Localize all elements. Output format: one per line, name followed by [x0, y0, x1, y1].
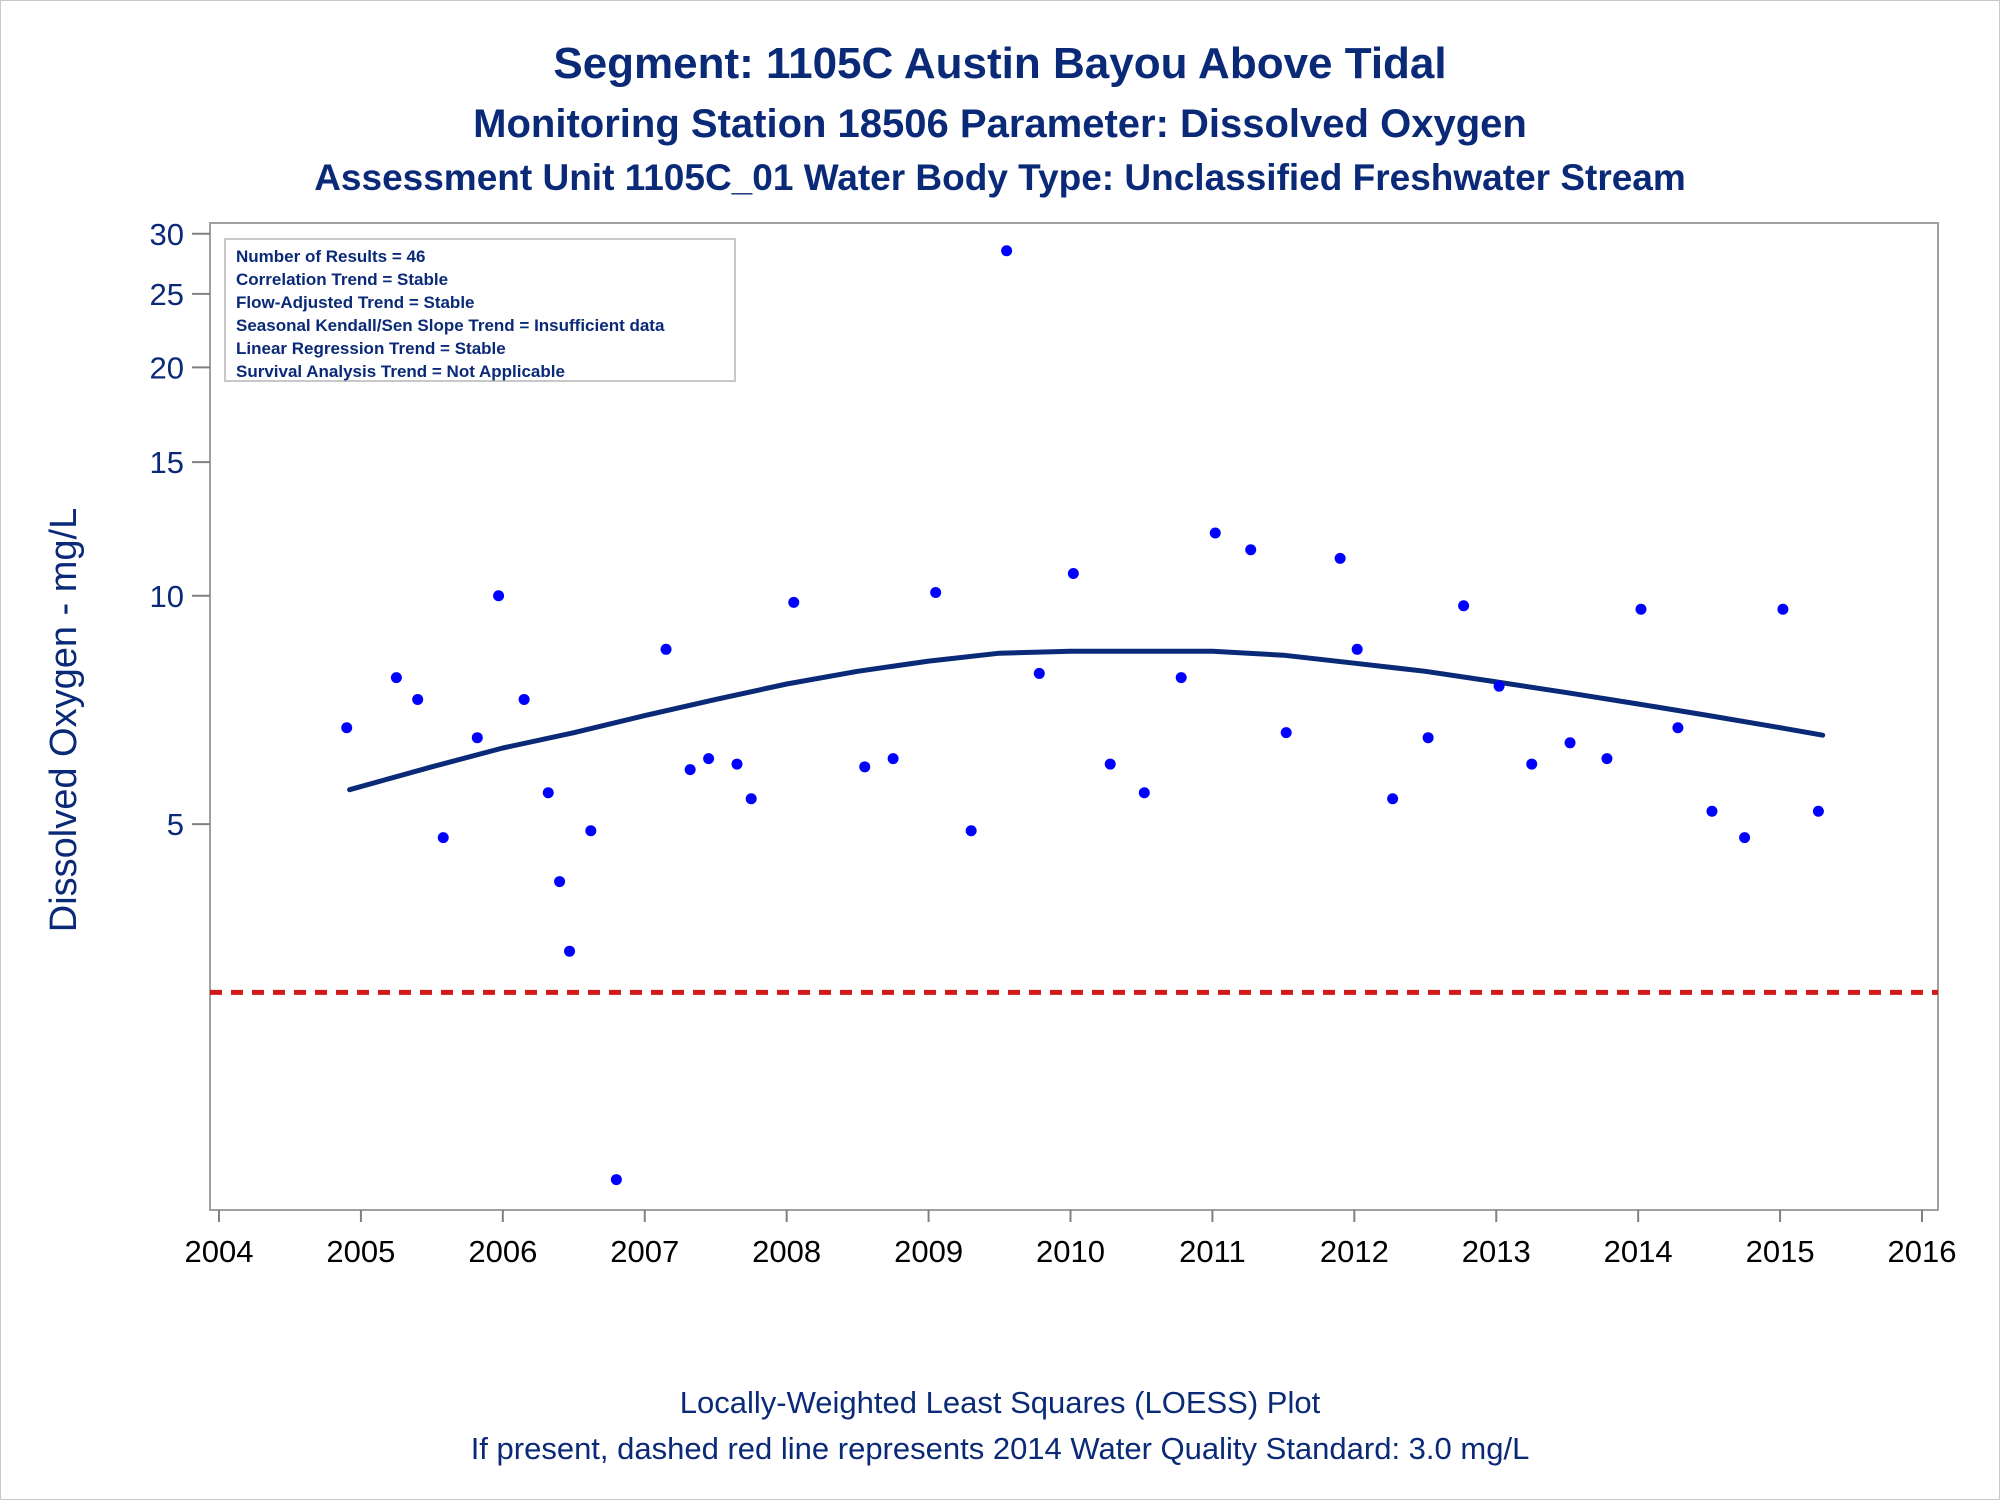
data-point: [1458, 600, 1470, 612]
data-point: [542, 787, 554, 799]
data-point: [554, 876, 566, 888]
data-point: [1812, 805, 1824, 817]
data-point: [1635, 603, 1647, 615]
data-point: [1564, 737, 1576, 749]
data-point: [965, 825, 977, 837]
x-tick-label: 2011: [1179, 1234, 1246, 1269]
chart-subtitle: Monitoring Station 18506 Parameter: Diss…: [473, 102, 1527, 146]
data-point: [1175, 672, 1187, 684]
x-tick-label: 2004: [185, 1234, 254, 1269]
data-point: [1739, 832, 1751, 844]
x-tick-label: 2009: [894, 1234, 963, 1269]
data-point: [1334, 552, 1346, 564]
data-point: [684, 764, 696, 776]
data-point: [731, 758, 743, 770]
stats-line: Survival Analysis Trend = Not Applicable: [236, 362, 565, 381]
plot-border: [209, 222, 1939, 1211]
data-point: [887, 753, 899, 765]
chart-subtitle-2: Assessment Unit 1105C_01 Water Body Type…: [314, 157, 1686, 198]
footnote-2: If present, dashed red line represents 2…: [471, 1431, 1530, 1466]
data-point: [1033, 667, 1045, 679]
x-tick-label: 2010: [1036, 1234, 1105, 1269]
data-point: [703, 753, 715, 765]
data-point: [1526, 758, 1538, 770]
plot-area: 5 10 15 20 25 30 2004 2005 2006 2007 2008 2009 2010 2…: [150, 217, 1957, 1269]
x-tick-label: 2015: [1746, 1234, 1815, 1269]
data-point: [1351, 643, 1363, 655]
x-tick-label: 2008: [752, 1234, 821, 1269]
data-point: [437, 832, 449, 844]
data-point: [390, 672, 402, 684]
data-point: [471, 732, 483, 744]
y-tick-label: 5: [167, 807, 184, 842]
data-point: [1387, 793, 1399, 805]
data-point: [1245, 544, 1257, 556]
y-tick-label: 25: [150, 277, 184, 312]
x-tick-label: 2006: [468, 1234, 537, 1269]
data-point: [493, 590, 505, 602]
stats-line: Correlation Trend = Stable: [236, 270, 448, 289]
data-point: [1067, 567, 1079, 579]
data-point: [610, 1174, 622, 1186]
y-tick-label: 30: [150, 217, 184, 252]
data-point: [1280, 727, 1292, 739]
footnote-1: Locally-Weighted Least Squares (LOESS) P…: [680, 1385, 1321, 1420]
data-point: [341, 722, 353, 734]
y-tick-label: 20: [150, 350, 184, 385]
data-point: [518, 693, 530, 705]
x-tick-label: 2005: [326, 1234, 395, 1269]
data-point: [859, 761, 871, 773]
x-tick-label: 2013: [1462, 1234, 1531, 1269]
x-tick-label: 2007: [610, 1234, 679, 1269]
stats-line: Linear Regression Trend = Stable: [236, 339, 506, 358]
data-point: [1601, 753, 1613, 765]
y-tick-label: 10: [150, 579, 184, 614]
loess-curve: [347, 648, 1826, 793]
data-point: [585, 825, 597, 837]
data-point: [1001, 245, 1013, 257]
data-point: [564, 945, 576, 957]
data-point: [1777, 603, 1789, 615]
data-point: [1672, 722, 1684, 734]
data-point: [745, 793, 757, 805]
x-tick-label: 2012: [1320, 1234, 1389, 1269]
y-axis-label: Dissolved Oxygen - mg/L: [43, 508, 85, 933]
data-point: [1706, 805, 1718, 817]
data-point: [930, 586, 942, 598]
stats-box: [224, 238, 736, 382]
stats-line: Number of Results = 46: [236, 247, 425, 266]
stats-line: Flow-Adjusted Trend = Stable: [236, 293, 475, 312]
data-point: [412, 693, 424, 705]
data-point: [1422, 732, 1434, 744]
data-point: [1493, 680, 1505, 692]
x-tick-label: 2016: [1888, 1234, 1957, 1269]
data-point: [1138, 787, 1150, 799]
data-point: [788, 596, 800, 608]
y-tick-label: 15: [150, 445, 184, 480]
x-tick-label: 2014: [1604, 1234, 1673, 1269]
chart-title: Segment: 1105C Austin Bayou Above Tidal: [553, 39, 1446, 88]
data-point: [660, 643, 672, 655]
stats-line: Seasonal Kendall/Sen Slope Trend = Insuf…: [236, 316, 665, 335]
data-point: [1104, 758, 1116, 770]
data-point: [1209, 527, 1221, 539]
